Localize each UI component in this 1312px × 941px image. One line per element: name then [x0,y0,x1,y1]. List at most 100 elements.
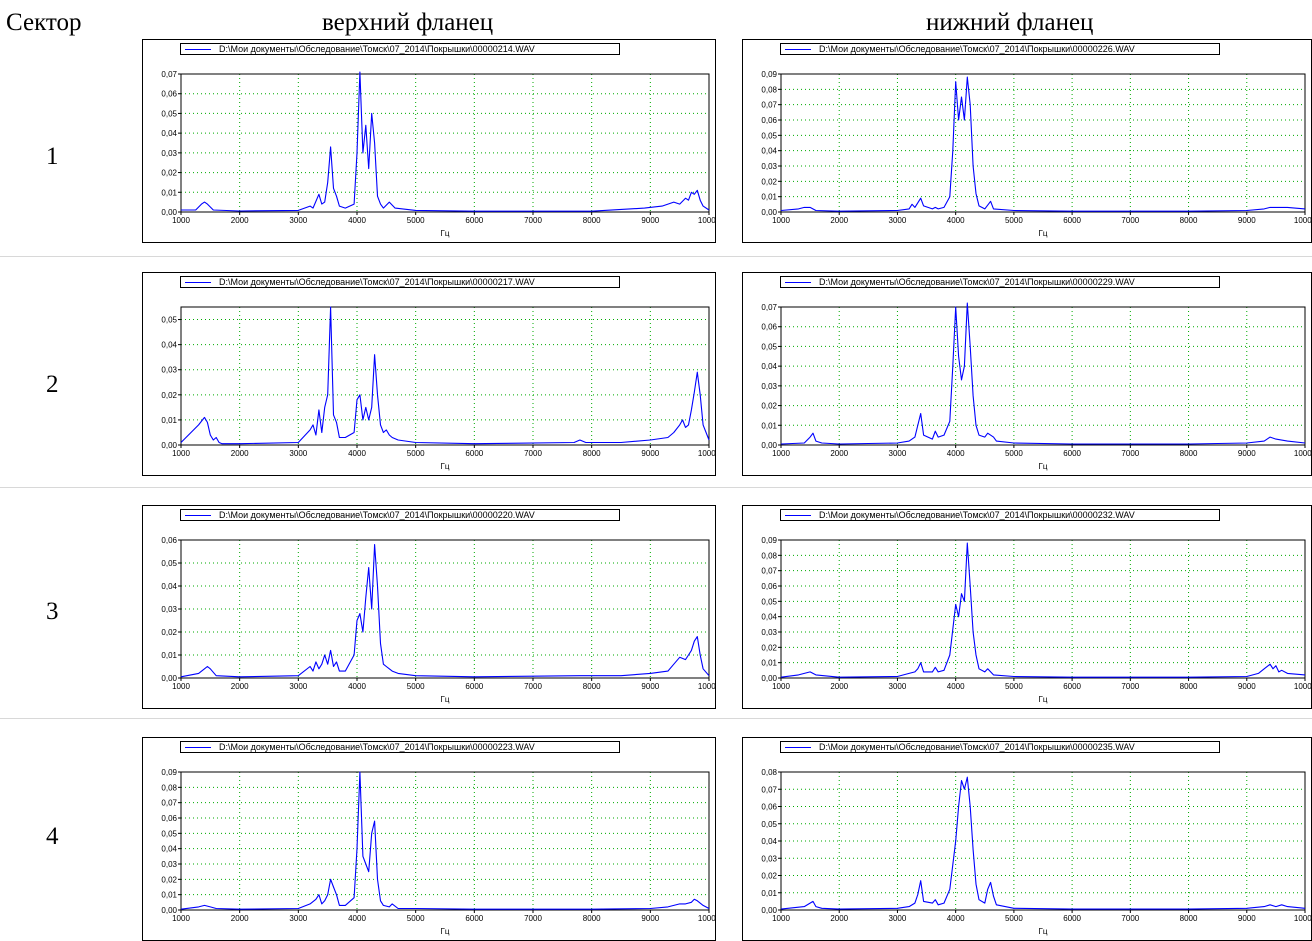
row-separator [0,718,1312,719]
legend-line-swatch [185,282,211,283]
x-tick-label: 8000 [583,914,601,923]
spectrum-chart-panel: 1000 2000 3000 4000 5000 6000 7000 8000 9000 1000… [142,737,716,941]
spectrum-series-line [180,544,710,678]
chart-svg: 1000 2000 3000 4000 5000 6000 7000 8000 9000 1000… [161,536,715,704]
x-tick-label: 9000 [1238,682,1256,691]
x-tick-label: 5000 [407,682,425,691]
x-tick-label: 5000 [407,449,425,458]
y-tick-label: 0,07 [161,70,177,79]
x-tick-label: 6000 [1063,682,1081,691]
y-tick-label: 0,03 [761,162,777,171]
sector-row-label: 4 [46,823,59,850]
x-tick-label: 7000 [524,449,542,458]
x-tick-label: 3000 [289,914,307,923]
chart-legend: D:\Мои документы\Обследование\Томск\07_2… [780,741,1220,753]
y-tick-label: 0,05 [161,559,177,568]
y-tick-label: 0,06 [761,803,777,812]
x-tick-label: 5000 [407,914,425,923]
chart-svg: 1000 2000 3000 4000 5000 6000 7000 8000 9000 1000… [161,70,715,238]
chart-svg: 1000 2000 3000 4000 5000 6000 7000 8000 9000 1000… [161,306,716,471]
y-tick-label: 0,04 [161,582,177,591]
y-tick-label: 0,04 [161,341,177,350]
chart-svg: 1000 2000 3000 4000 5000 6000 7000 8000 9000 1000… [761,302,1312,471]
y-tick-label: 0,04 [761,613,777,622]
x-tick-label: 3000 [289,682,307,691]
x-tick-label: 8000 [583,449,601,458]
legend-file-path: D:\Мои документы\Обследование\Томск\07_2… [819,44,1135,54]
y-tick-label: 0,04 [161,129,177,138]
chart-svg: 1000 2000 3000 4000 5000 6000 7000 8000 9000 1000… [761,536,1311,704]
y-tick-label: 0,07 [761,101,777,110]
chart-svg: 1000 2000 3000 4000 5000 6000 7000 8000 9000 1000… [761,768,1312,936]
y-tick-label: 0,08 [161,783,177,792]
x-tick-label: 3000 [889,449,907,458]
y-tick-label: 0,06 [761,323,777,332]
spectrum-chart-panel: 1000 2000 3000 4000 5000 6000 7000 8000 9000 1000… [142,272,716,476]
x-tick-label: 4000 [348,216,366,225]
plot-area-frame [780,306,1306,446]
x-axis-label: Гц [441,695,450,704]
spectrum-chart-panel: 1000 2000 3000 4000 5000 6000 7000 8000 9000 1000… [742,505,1312,709]
legend-line-swatch [785,747,811,748]
chart-svg: 1000 2000 3000 4000 5000 6000 7000 8000 9000 1000… [161,768,715,936]
x-tick-label: 1000 [172,449,190,458]
y-tick-label: 0,06 [161,814,177,823]
y-tick-label: 0,04 [161,845,177,854]
x-tick-label: 9000 [641,216,659,225]
y-tick-label: 0,02 [761,643,777,652]
x-tick-label: 7000 [524,216,542,225]
chart-legend: D:\Мои документы\Обследование\Томск\07_2… [180,43,620,55]
legend-file-path: D:\Мои документы\Обследование\Томск\07_2… [219,742,535,752]
y-tick-label: 0,00 [161,906,177,915]
chart-legend: D:\Мои документы\Обследование\Томск\07_2… [180,276,620,288]
spectrum-series-line [780,542,1306,678]
x-tick-label: 2000 [830,216,848,225]
y-tick-label: 0,00 [761,906,777,915]
y-tick-label: 0,07 [761,785,777,794]
y-tick-label: 0,07 [761,303,777,312]
x-tick-label: 4000 [947,914,965,923]
y-tick-label: 0,09 [161,768,177,777]
spectrum-chart-panel: 1000 2000 3000 4000 5000 6000 7000 8000 9000 1000… [742,272,1312,476]
x-tick-label: 9000 [641,449,659,458]
x-tick-label: 1000 [172,216,190,225]
y-tick-label: 0,01 [761,889,777,898]
x-tick-label: 2000 [231,449,249,458]
chart-svg: 1000 2000 3000 4000 5000 6000 7000 8000 9000 1000… [761,70,1311,238]
spectrum-chart-panel: 1000 2000 3000 4000 5000 6000 7000 8000 9000 1000… [742,39,1312,243]
y-tick-label: 0,01 [761,421,777,430]
x-tick-label: 5000 [407,216,425,225]
x-tick-label: 5000 [1005,216,1023,225]
x-tick-label: 3000 [889,914,907,923]
x-tick-label: 4000 [947,216,965,225]
spectrum-series-line [780,302,1306,445]
y-tick-label: 0,00 [761,441,777,450]
x-tick-label: 4000 [947,449,965,458]
x-tick-label: 7000 [1121,449,1139,458]
y-tick-label: 0,01 [761,659,777,668]
legend-file-path: D:\Мои документы\Обследование\Томск\07_2… [819,510,1135,520]
spectrum-series-line [181,71,710,212]
x-tick-label: 4000 [348,449,366,458]
x-tick-label: 9000 [641,914,659,923]
legend-line-swatch [185,747,211,748]
chart-legend: D:\Мои документы\Обследование\Томск\07_2… [180,509,620,521]
spectrum-series-line [180,306,710,445]
x-tick-label: 6000 [1063,216,1081,225]
y-tick-label: 0,05 [161,109,177,118]
x-tick-label: 7000 [1121,914,1139,923]
x-tick-label: 2000 [231,914,249,923]
x-axis-label: Гц [441,462,450,471]
x-tick-label: 1000 [172,682,190,691]
x-tick-label: 4000 [348,682,366,691]
bottom-flange-column-header: нижний фланец [926,9,1094,36]
plot-area-frame [780,539,1306,679]
y-tick-label: 0,05 [761,131,777,140]
y-tick-label: 0,03 [761,382,777,391]
x-axis-label: Гц [441,927,450,936]
x-tick-label: 8000 [1180,216,1198,225]
x-tick-label: 2000 [830,914,848,923]
